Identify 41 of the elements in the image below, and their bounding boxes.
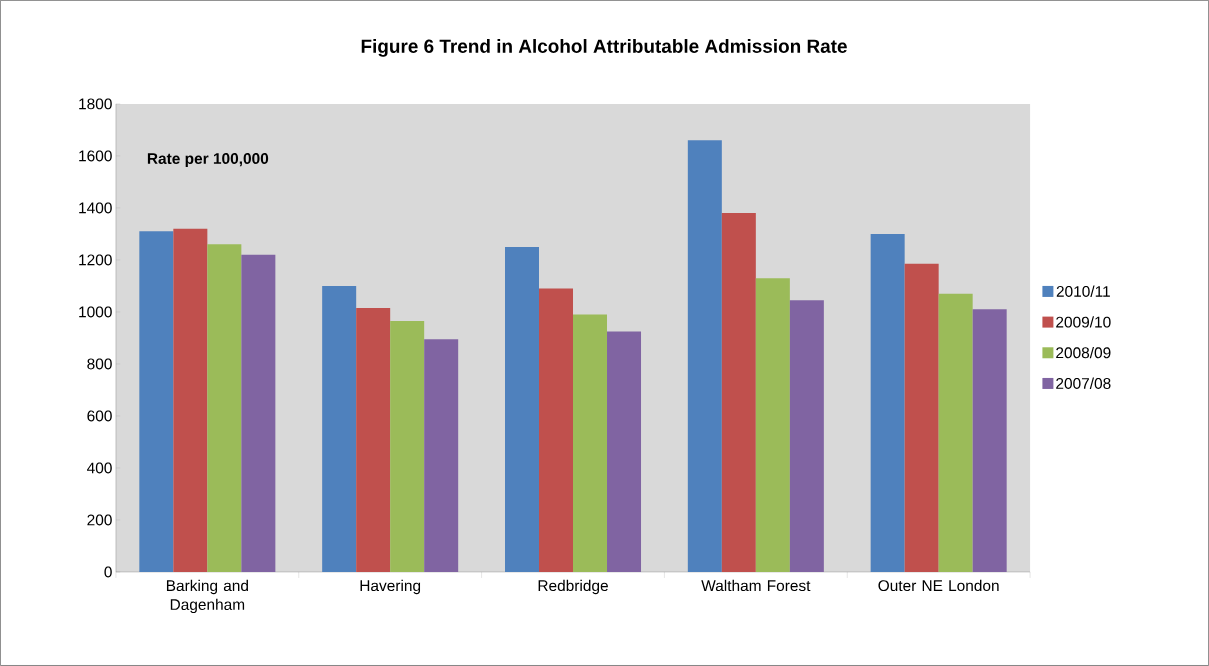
legend-label: 2009/10: [1056, 316, 1111, 328]
bar: [390, 321, 425, 573]
y-tick-label: 600: [87, 410, 112, 422]
bar: [139, 231, 174, 573]
annotation: Rate per 100,000: [147, 153, 269, 168]
bar: [972, 309, 1007, 573]
bar: [207, 244, 242, 573]
bar: [870, 233, 905, 573]
y-tick-label: 0: [104, 566, 112, 578]
chart-title: Figure 6 Trend in Alcohol Attributable Admission Rate: [361, 39, 847, 57]
bar: [424, 339, 459, 573]
bar: [322, 285, 357, 573]
bar: [356, 308, 391, 573]
x-tick-label: Waltham Forest: [701, 579, 811, 592]
bar: [721, 213, 756, 573]
bar: [573, 314, 608, 573]
x-tick-label: Redbridge: [538, 579, 608, 595]
y-tick-label: 1600: [79, 150, 112, 162]
x-tick-label: Havering: [360, 579, 421, 595]
x-tick-label: Barking and Dagenham: [166, 579, 248, 614]
bar: [505, 246, 539, 573]
bar: [904, 263, 939, 573]
bar: [789, 300, 824, 573]
y-tick-label: 1000: [79, 306, 112, 318]
y-tick-label: 1400: [79, 202, 112, 214]
y-tick-label: 1800: [79, 98, 112, 110]
bar: [173, 228, 208, 573]
bar: [755, 278, 790, 573]
legend-label: 2007/08: [1056, 377, 1111, 389]
y-tick-label: 1200: [79, 254, 112, 266]
bar: [687, 140, 722, 573]
bar: [607, 331, 642, 573]
y-tick-label: 800: [87, 358, 112, 370]
legend-label: 2010/11: [1056, 285, 1110, 297]
bar: [539, 288, 574, 573]
bar: [241, 254, 276, 573]
y-tick-label: 200: [87, 514, 112, 526]
y-tick-label: 400: [87, 462, 112, 474]
legend-label: 2008/09: [1056, 346, 1111, 359]
x-tick-label: Outer NE London: [878, 579, 999, 592]
bar: [938, 293, 973, 573]
